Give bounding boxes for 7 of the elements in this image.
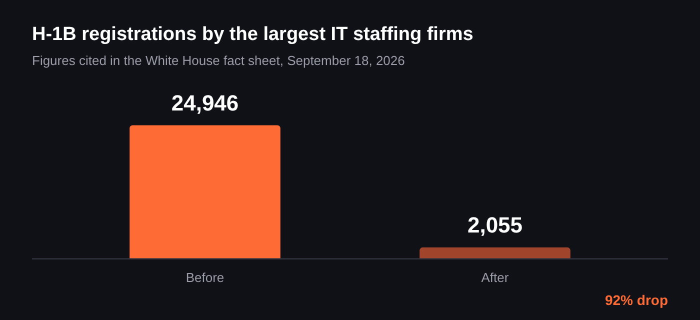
x-tick-label: Before — [186, 270, 224, 285]
chart-title: H-1B registrations by the largest IT staffing firms — [32, 24, 474, 46]
chart-subtitle: Figures cited in the White House fact sheet, September 18, 2026 — [32, 53, 405, 68]
x-tick-label: After — [481, 270, 510, 285]
text: 92% drop — [604, 292, 668, 308]
data-label: 24,946 — [171, 90, 239, 116]
data-label: 2,055 — [467, 212, 523, 238]
